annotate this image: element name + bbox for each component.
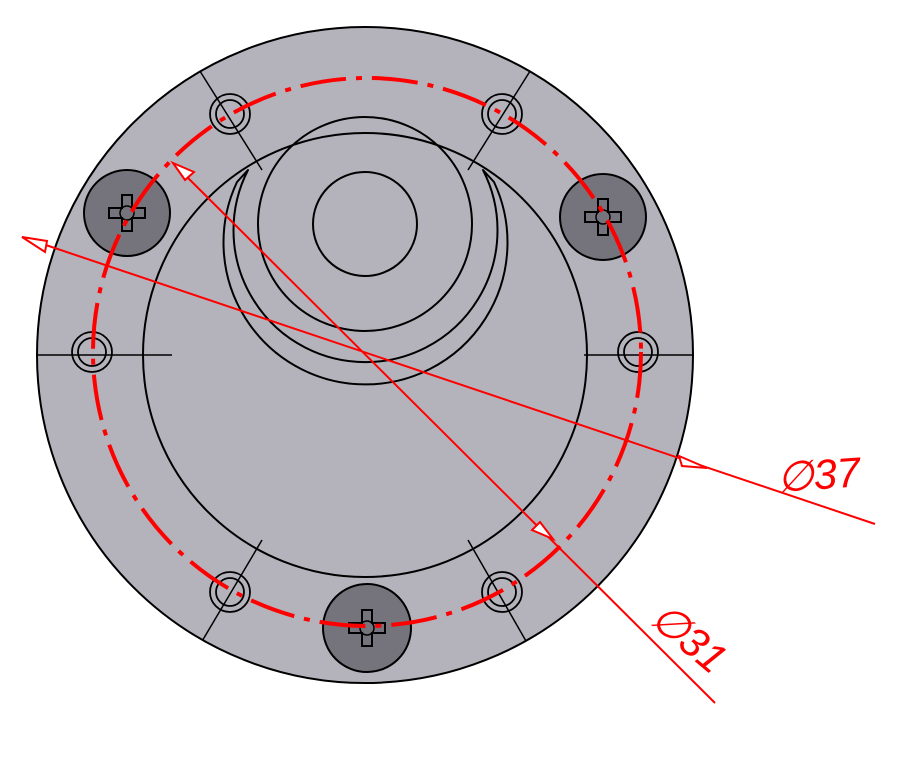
screw-bottom: [322, 583, 412, 673]
screw-upper-left: [83, 169, 171, 257]
dimension-value: 37: [812, 448, 864, 498]
dimension-outer-diameter: [21, 236, 876, 525]
dimension-inner-diameter: [170, 160, 716, 704]
bolt-circle-dashed: [91, 76, 643, 628]
small-holes: [71, 93, 659, 613]
dimension-label-31: ∅31: [642, 593, 736, 683]
crescent-slot: [222, 169, 509, 386]
diameter-symbol: ∅: [775, 451, 817, 501]
screw-upper-right: [559, 173, 647, 261]
dimension-label-37: ∅37: [775, 448, 863, 501]
hole-top-left: [209, 93, 251, 135]
hole-bottom-left: [209, 571, 251, 613]
hole-right: [617, 331, 659, 373]
hole-bottom-right: [481, 571, 523, 613]
shaft-bore-circle: [312, 171, 418, 277]
hole-top-right: [481, 93, 523, 135]
boss-circle: [257, 116, 473, 332]
